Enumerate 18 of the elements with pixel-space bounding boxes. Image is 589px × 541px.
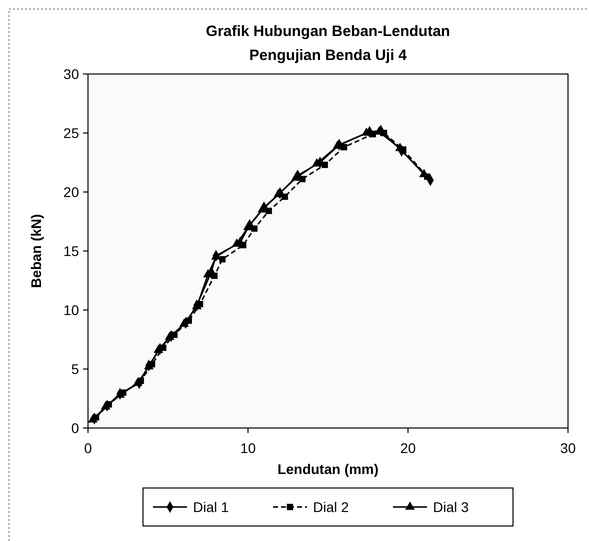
chart-subtitle: Pengujian Benda Uji 4 [249,47,408,64]
y-tick-label: 0 [71,420,80,436]
x-tick-label: 10 [240,440,256,456]
legend-label: Dial 3 [433,499,470,515]
y-tick-label: 20 [63,184,80,200]
x-axis-title: Lendutan (mm) [277,461,379,477]
y-tick-label: 25 [63,125,80,141]
y-tick-label: 30 [63,66,80,82]
x-tick-label: 20 [400,440,416,456]
legend-label: Dial 2 [313,499,350,515]
chart-title: Grafik Hubungan Beban-Lendutan [206,23,450,40]
y-tick-label: 10 [63,302,80,318]
y-axis-title: Beban (kN) [28,214,44,288]
legend-label: Dial 1 [193,499,230,515]
y-tick-label: 15 [63,243,80,259]
x-tick-label: 0 [84,440,92,456]
y-tick-label: 5 [71,361,80,377]
x-tick-label: 30 [560,440,576,456]
